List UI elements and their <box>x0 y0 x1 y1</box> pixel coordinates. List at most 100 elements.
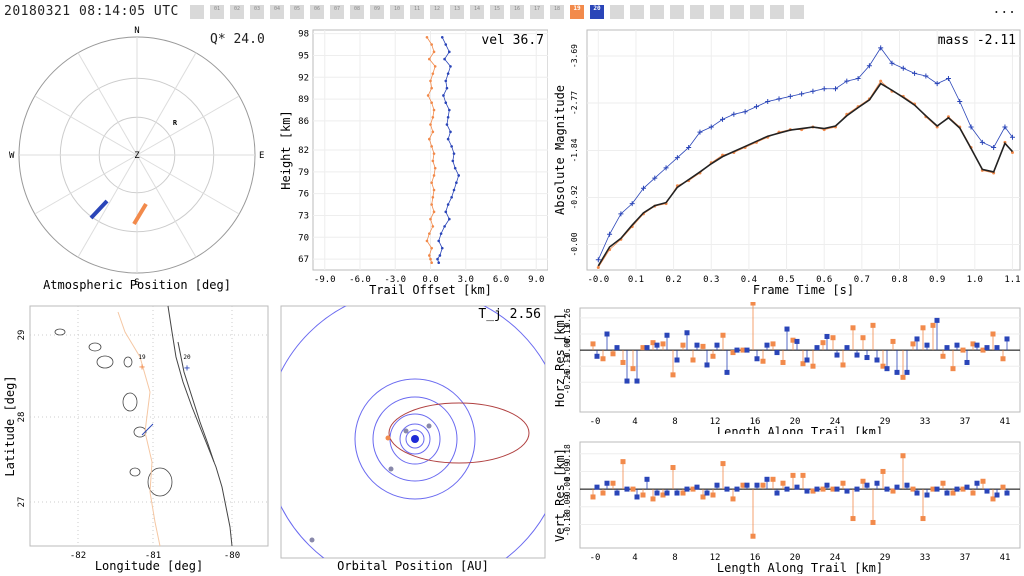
station-toggle[interactable]: 11 <box>410 5 424 19</box>
residual-point <box>704 490 710 496</box>
trail-point <box>446 137 450 141</box>
residual-point <box>1004 336 1010 342</box>
polar-title: Atmospheric Position [deg] <box>43 278 231 292</box>
lake <box>129 467 141 477</box>
trail-point <box>430 145 433 148</box>
station-toggle[interactable] <box>670 5 684 19</box>
map-area <box>29 305 269 547</box>
tj-label: T_j 2.56 <box>478 307 541 322</box>
station-toggle[interactable]: 08 <box>350 5 364 19</box>
map-y-tick: 27 <box>17 497 27 508</box>
trail-point <box>436 257 439 261</box>
residual-point <box>940 353 946 359</box>
station-toggle[interactable] <box>610 5 624 19</box>
orbit-plot: T_j 2.56 Orbital Position [AU] <box>280 305 546 573</box>
residual-point <box>694 484 700 490</box>
residual-point <box>984 488 990 494</box>
station-toggle[interactable] <box>790 5 804 19</box>
residual-point <box>800 361 806 367</box>
station-toggle[interactable]: 09 <box>370 5 384 19</box>
residual-point <box>724 369 730 375</box>
station-toggle[interactable]: 14 <box>470 5 484 19</box>
x-tick-label: 8 <box>672 417 677 427</box>
planet-marker <box>309 537 315 543</box>
trail-point <box>432 108 436 112</box>
trail-point <box>438 254 442 257</box>
station-toggle[interactable]: 06 <box>310 5 324 19</box>
residual-point <box>900 374 906 380</box>
trail-point <box>430 86 433 90</box>
trail-point <box>443 225 446 228</box>
station-toggle[interactable]: 02 <box>230 5 244 19</box>
residual-point <box>750 533 756 539</box>
magnitude-point <box>765 98 771 104</box>
station-toggle[interactable]: 20 <box>590 5 604 19</box>
station-toggle[interactable]: 12 <box>430 5 444 19</box>
residual-point <box>600 490 606 496</box>
station-toggle[interactable] <box>750 5 764 19</box>
residual-point <box>610 480 616 486</box>
station-20-label: 20 <box>183 354 191 361</box>
residual-point <box>794 338 800 344</box>
y-tick-label: 89 <box>298 95 309 105</box>
y-tick-label: -0.00 <box>570 232 579 256</box>
map-x-tick: -80 <box>224 551 240 561</box>
residual-point <box>954 486 960 492</box>
azimuth-line <box>34 154 138 215</box>
trail-point <box>428 137 431 141</box>
station-toggle[interactable]: 03 <box>250 5 264 19</box>
trail-point <box>444 210 448 214</box>
residual-point <box>720 461 726 467</box>
residual-point <box>780 359 786 365</box>
residual-point <box>920 325 926 331</box>
x-tick-label: 41 <box>1000 553 1011 563</box>
magnitude-point <box>855 76 861 82</box>
station-toggle[interactable]: 05 <box>290 5 304 19</box>
station-toggle[interactable] <box>710 5 724 19</box>
trail-point <box>437 239 441 243</box>
magnitude-point <box>742 109 748 115</box>
station-toggle[interactable] <box>650 5 664 19</box>
station-toggle[interactable]: 16 <box>510 5 524 19</box>
magnitude-point <box>1002 124 1008 130</box>
station-toggle[interactable]: 19 <box>570 5 584 19</box>
residual-point <box>710 492 716 498</box>
station-toggle[interactable]: 04 <box>270 5 284 19</box>
station-toggle[interactable]: 07 <box>330 5 344 19</box>
more-menu-button[interactable]: ... <box>992 2 1016 17</box>
station-toggle[interactable]: 17 <box>530 5 544 19</box>
y-tick-label: 67 <box>298 255 309 265</box>
station-toggle[interactable] <box>630 5 644 19</box>
residual-point <box>990 496 996 502</box>
station-toggle[interactable] <box>730 5 744 19</box>
x-tick-label: 4 <box>632 417 637 427</box>
station-toggle[interactable]: 01 <box>210 5 224 19</box>
station-toggle[interactable]: 13 <box>450 5 464 19</box>
station-toggle[interactable]: 15 <box>490 5 504 19</box>
trail-point <box>448 50 451 54</box>
y-tick-label: 98 <box>298 30 309 40</box>
residual-point <box>910 486 916 492</box>
station-toggle[interactable]: 10 <box>390 5 404 19</box>
residual-point <box>980 347 986 353</box>
radiant-label: R <box>173 119 178 127</box>
residual-point <box>944 490 950 496</box>
trail-point <box>429 79 432 83</box>
plot-area <box>579 441 1021 549</box>
residual-point <box>634 494 640 500</box>
station-toggle[interactable] <box>770 5 784 19</box>
magnitude-point <box>731 111 737 117</box>
residual-point <box>914 336 920 342</box>
magnitude-point <box>618 211 624 217</box>
magnitude-point <box>663 165 669 171</box>
station-toggle[interactable]: 18 <box>550 5 564 19</box>
station-toggle[interactable] <box>190 5 204 19</box>
station-toggle[interactable] <box>690 5 704 19</box>
trail-point <box>430 261 433 265</box>
residual-point <box>714 482 720 488</box>
residual-point <box>860 478 866 484</box>
trail-point <box>429 123 432 126</box>
magnitude-point <box>833 86 839 92</box>
residual-point <box>844 345 850 351</box>
residual-point <box>760 358 766 364</box>
